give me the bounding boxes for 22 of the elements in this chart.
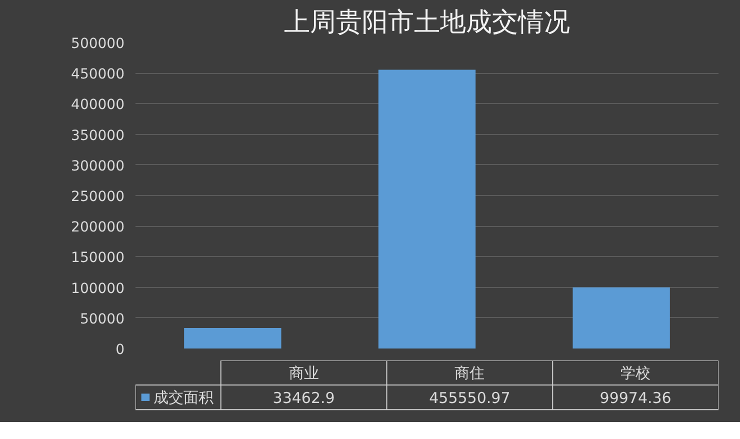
- y-tick-label: 250000: [71, 189, 125, 205]
- y-tick-label: 200000: [71, 220, 125, 236]
- x-tick-label: 学校: [620, 364, 651, 382]
- y-tick-label: 400000: [71, 97, 125, 114]
- y-tick-label: 450000: [71, 66, 125, 83]
- y-tick-label: 350000: [71, 128, 125, 144]
- data-label: 99974.36: [600, 388, 672, 407]
- y-tick-label: 0: [116, 342, 125, 358]
- y-tick-label: 500000: [71, 36, 125, 52]
- y-tick-label: 50000: [80, 311, 125, 328]
- legend-label: 成交面积: [154, 388, 214, 406]
- data-label: 455550.97: [429, 388, 510, 407]
- y-tick-label: 100000: [71, 280, 125, 297]
- bar: [378, 70, 476, 348]
- y-tick-label: 150000: [71, 250, 125, 266]
- x-tick-label: 商业: [288, 364, 319, 382]
- y-tick-label: 300000: [71, 158, 125, 174]
- bar: [184, 328, 282, 348]
- x-tick-label: 商住: [454, 364, 485, 382]
- chart-title: 上周贵阳市土地成交情况: [284, 8, 570, 38]
- bar: [572, 287, 670, 348]
- data-label: 33462.9: [272, 388, 335, 407]
